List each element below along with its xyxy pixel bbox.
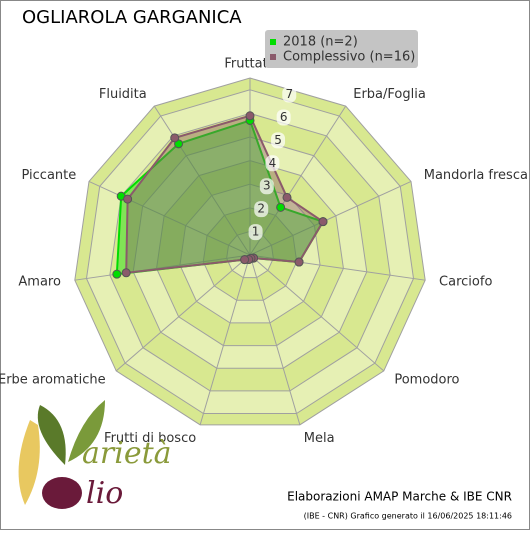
legend-marker (270, 39, 276, 45)
axis-label: Fruttato (224, 57, 275, 72)
logo-leaf (37, 405, 66, 465)
spoke (115, 254, 251, 372)
axis-label: Carciofo (439, 275, 492, 290)
spoke (249, 254, 301, 425)
r-tick-label: 5 (274, 133, 282, 147)
axis-label: Erba/Foglia (353, 87, 426, 102)
footnote: (IBE - CNR) Grafico generato il 16/06/20… (304, 512, 512, 521)
spoke (153, 105, 251, 256)
axis-label: Frutti di bosco (104, 431, 196, 446)
logo-leaf (68, 400, 105, 462)
credit: Elaborazioni AMAP Marche & IBE CNR (287, 490, 512, 504)
tick-bg (248, 224, 263, 241)
point (123, 194, 133, 204)
legend-label: Complessivo (n=16) (283, 50, 415, 65)
point (294, 257, 304, 267)
r-tick-label: 6 (280, 110, 288, 124)
r-tick-label: 4 (269, 156, 277, 170)
spoke (74, 254, 251, 281)
point (318, 217, 328, 227)
tick-bg (271, 132, 286, 149)
axis-label: Erbe aromatiche (0, 373, 106, 388)
spoke (249, 254, 385, 372)
spoke (199, 254, 251, 425)
spoke (249, 254, 426, 281)
logo-shape (18, 420, 40, 505)
tick-bg (254, 201, 269, 218)
legend-box (265, 30, 418, 68)
r-tick-label: 7 (285, 87, 293, 101)
logo: arietà lio (18, 400, 172, 511)
tick-bg (265, 155, 280, 172)
r-tick-label: 2 (257, 202, 265, 216)
r-tick-label: 3 (263, 179, 271, 193)
legend-marker (270, 54, 276, 60)
point (240, 255, 250, 265)
point (121, 268, 131, 278)
axis-label: Piccante (21, 168, 76, 183)
axis-label: Pomodoro (394, 373, 459, 388)
axis-label: Amaro (18, 275, 61, 290)
spoke (249, 105, 347, 256)
axis-label: Mandorla fresca (424, 168, 528, 183)
point (282, 192, 292, 202)
axis-label: Fluidita (99, 87, 147, 102)
tick-bg (259, 178, 274, 195)
tick-bg (276, 109, 291, 126)
logo-text: arietà (82, 436, 172, 471)
chart-title: OGLIAROLA GARGANICA (22, 7, 242, 28)
spoke (249, 181, 412, 256)
spoke (88, 181, 251, 256)
logo-olive (42, 477, 82, 509)
point (112, 269, 122, 279)
point (276, 202, 286, 212)
tick-bg (282, 86, 297, 103)
r-tick-label: 1 (252, 225, 260, 239)
legend-label: 2018 (n=2) (283, 35, 358, 50)
logo-text: lio (86, 476, 123, 511)
point (245, 111, 255, 121)
point (170, 133, 180, 143)
axis-label: Mela (304, 431, 335, 446)
